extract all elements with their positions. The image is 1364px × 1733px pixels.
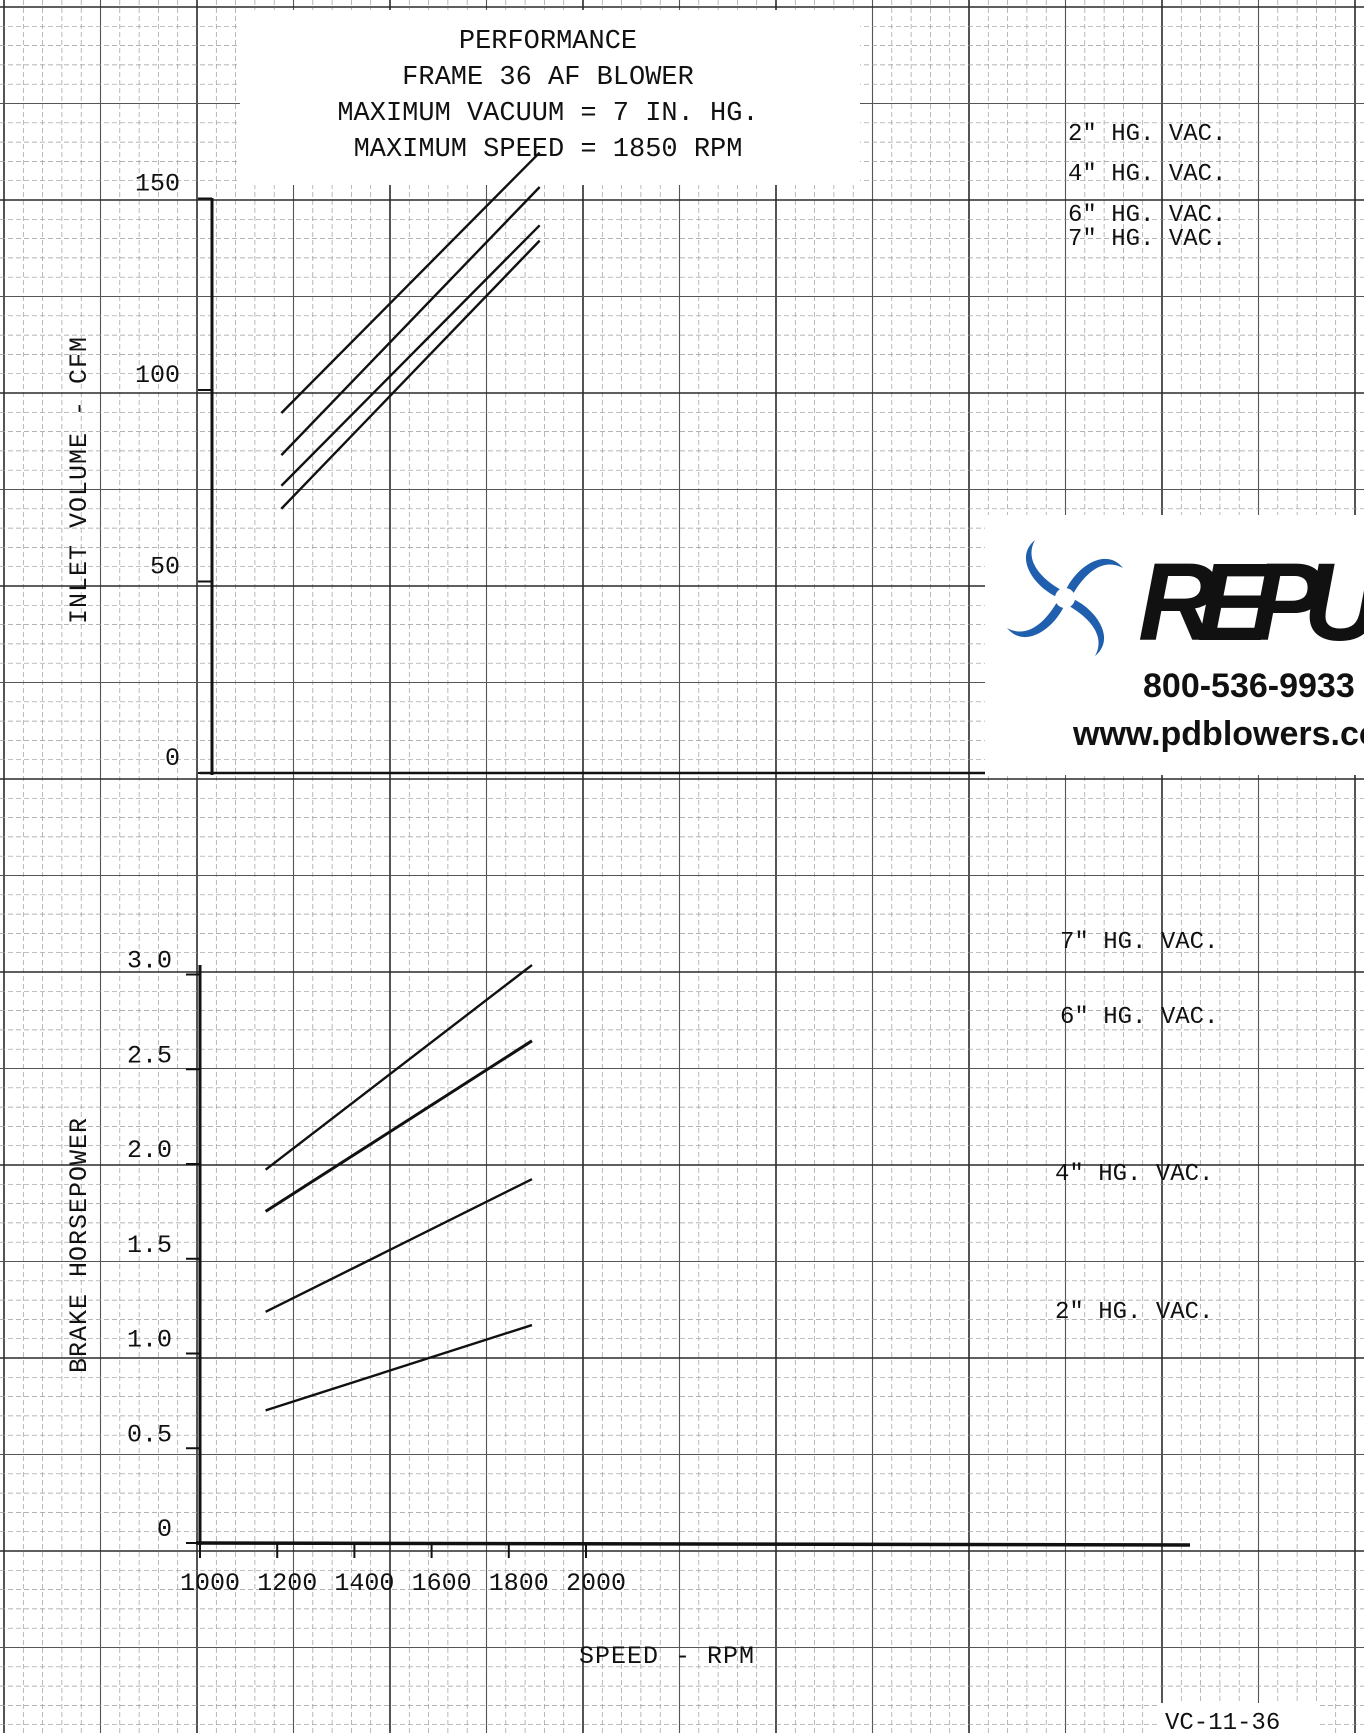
bhp-tick-labels: 0 0.5 1.0 1.5 2.0 2.5 3.0 — [127, 947, 200, 1544]
cfm-y-axis-label: INLET VOLUME - CFM — [65, 336, 94, 624]
logo-website: www.pdblowers.com — [1072, 715, 1364, 753]
bhp-tick-label: 1.5 — [127, 1231, 172, 1260]
cfm-tick-labels: 0 50 100 150 — [135, 170, 212, 774]
cfm-series-label: 2" HG. VAC. — [1068, 121, 1226, 148]
cfm-series-label: 4" HG. VAC. — [1068, 161, 1226, 188]
bhp-y-axis-label: BRAKE HORSEPOWER — [65, 1117, 94, 1373]
bhp-tick-label: 3.0 — [127, 947, 172, 976]
speed-tick-labels: 1000 1200 1400 1600 1800 2000 — [180, 1543, 626, 1598]
bhp-tick-label: 1.0 — [127, 1326, 172, 1355]
speed-x-axis-label: SPEED - RPM — [579, 1642, 755, 1671]
bhp-series-label: 7" HG. VAC. — [1060, 929, 1218, 956]
bhp-series-labels: 7" HG. VAC. 6" HG. VAC. 4" HG. VAC. 2" HG. … — [1055, 929, 1218, 1326]
bhp-series-label: 4" HG. VAC. — [1055, 1161, 1213, 1188]
bhp-tick-label: 0 — [157, 1515, 172, 1544]
title-line-2: FRAME 36 AF BLOWER — [402, 63, 694, 93]
doc-code: VC-11-36 — [1165, 1710, 1280, 1733]
cfm-series-label: 7" HG. VAC. — [1068, 226, 1226, 253]
bhp-series-line — [264, 964, 533, 1171]
speed-tick-label: 1600 — [412, 1569, 472, 1598]
title-line-3: MAXIMUM VACUUM = 7 IN. HG. — [337, 99, 758, 129]
bhp-series-lines — [264, 964, 533, 1412]
logo-phone: 800-536-9933 — [1143, 667, 1355, 705]
bhp-panel: 0 0.5 1.0 1.5 2.0 2.5 3.0 1000 1200 1400 1600 1800… — [65, 929, 1218, 1671]
cfm-series-line — [280, 239, 541, 510]
title-backdrop — [240, 10, 860, 185]
title-line-1: PERFORMANCE — [459, 27, 637, 57]
fan-logo-icon — [1005, 538, 1125, 658]
cfm-tick-label: 0 — [165, 744, 180, 773]
bhp-tick-label: 2.0 — [127, 1136, 172, 1165]
speed-tick-label: 1400 — [334, 1569, 394, 1598]
doc-code-backdrop — [1158, 1703, 1318, 1733]
cfm-series-line — [280, 186, 541, 456]
speed-tick-label: 2000 — [566, 1569, 626, 1598]
cfm-series-labels: 2" HG. VAC. 4" HG. VAC. 6" HG. VAC.7" HG. … — [1068, 121, 1226, 253]
bhp-series-label: 2" HG. VAC. — [1055, 1299, 1213, 1326]
speed-tick-label: 1200 — [257, 1569, 317, 1598]
cfm-tick-label: 100 — [135, 361, 180, 390]
bhp-series-line — [265, 1178, 533, 1313]
bhp-series-label: 6" HG. VAC. — [1060, 1004, 1218, 1031]
bhp-tick-label: 0.5 — [127, 1420, 172, 1449]
republic-logo-block: REPUBLIC 800-536-9933 www.pdblowers.com — [985, 515, 1364, 775]
bhp-x-axis — [195, 1541, 1191, 1547]
bhp-series-line — [264, 1039, 533, 1213]
speed-tick-label: 1000 — [180, 1569, 240, 1598]
bhp-series-line — [265, 1323, 533, 1412]
logo-wordmark: REPUBLIC — [1138, 541, 1364, 664]
cfm-tick-label: 150 — [135, 170, 180, 199]
cfm-series-label: 6" HG. VAC. — [1068, 202, 1226, 229]
cfm-tick-label: 50 — [150, 553, 180, 582]
bhp-tick-label: 2.5 — [127, 1041, 172, 1070]
speed-tick-label: 1800 — [489, 1569, 549, 1598]
cfm-series-lines — [280, 151, 541, 510]
cfm-series-line — [280, 151, 541, 414]
title-line-4: MAXIMUM SPEED = 1850 RPM — [354, 135, 743, 165]
chart-title: PERFORMANCE FRAME 36 AF BLOWER MAXIMUM V… — [337, 27, 758, 165]
cfm-series-line — [280, 224, 541, 487]
